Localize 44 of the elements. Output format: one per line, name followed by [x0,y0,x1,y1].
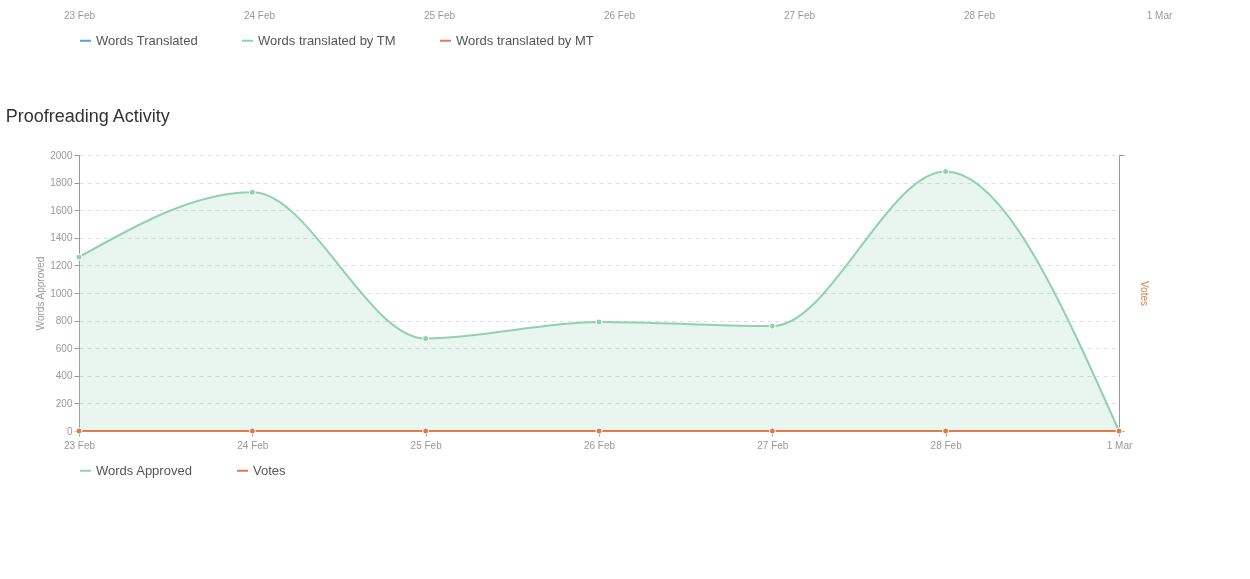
legend-label: Words translated by MT [456,32,594,48]
x-tick-label: 1 Mar [1106,439,1133,451]
category-label: 23 Feb [63,9,96,21]
x-tick-label: 27 Feb [757,439,789,451]
point [248,188,256,196]
category-label: 1 Mar [1146,9,1173,21]
y-tick-label: 600 [55,342,73,354]
category-label: 24 Feb [243,9,276,21]
y2-axis-title: Votes [1139,280,1150,307]
y-tick-label: 1200 [50,259,73,271]
category-label: 25 Feb [423,9,456,21]
point [768,427,776,435]
chart-title: Proofreading Activity [5,106,170,126]
legend-label: Words translated by TM [258,32,396,48]
category-label: 28 Feb [963,9,996,21]
y-tick-label: 1800 [50,177,73,189]
y-tick-label: 0 [66,425,73,437]
point [75,253,83,261]
y-tick-label: 800 [55,315,73,327]
category-label: 26 Feb [603,9,636,21]
point [942,168,950,176]
y-tick-label: 200 [55,397,73,409]
point [595,318,603,326]
x-tick-label: 25 Feb [410,439,443,451]
legend-label: Votes [253,462,287,478]
point [422,427,430,435]
y-tick-label: 1400 [50,232,73,244]
y-tick-label: 400 [55,370,73,382]
x-tick-label: 26 Feb [583,439,616,451]
point [942,427,950,435]
legend-label: Words Translated [96,32,198,48]
y-tick-label: 1600 [50,204,73,216]
x-tick-label: 28 Feb [930,439,963,451]
y-tick-label: 2000 [50,149,73,161]
y-tick-label: 1000 [50,287,73,299]
point [422,335,430,343]
category-label: 27 Feb [783,9,816,21]
y-axis-title: Words Approved [35,256,47,331]
x-tick-label: 24 Feb [237,439,269,451]
point [595,427,603,435]
point [768,322,776,330]
x-tick-label: 23 Feb [63,439,96,451]
legend-label: Words Approved [96,462,192,478]
point [248,427,256,435]
